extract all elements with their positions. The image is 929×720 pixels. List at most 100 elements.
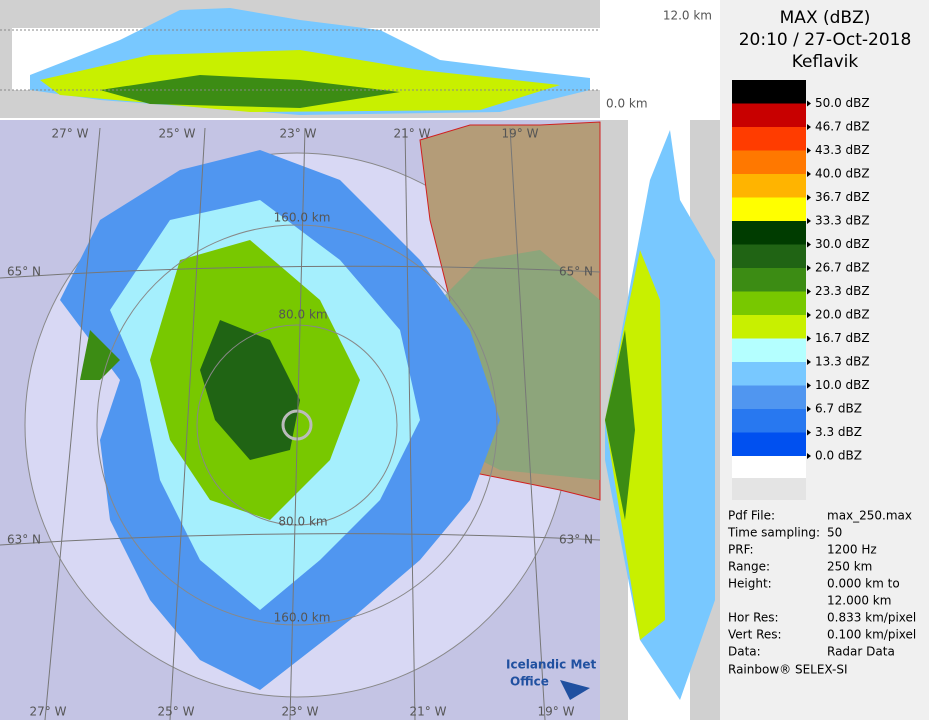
legend-box <box>732 150 806 174</box>
info-value: 0.100 km/pixel <box>827 628 916 642</box>
legend-box <box>732 315 806 339</box>
lat-label: 65° N <box>559 265 593 279</box>
info-value: max_250.max <box>827 509 912 523</box>
legend-label: 0.0 dBZ <box>815 449 862 463</box>
legend-marker <box>807 147 811 154</box>
legend-label: 46.7 dBZ <box>815 120 870 134</box>
info-label: Height: <box>728 577 772 591</box>
legend-marker <box>807 453 811 459</box>
range-label: 80.0 km <box>278 308 327 322</box>
legend-marker <box>807 429 811 436</box>
lon-label: 19° W <box>538 705 575 719</box>
height-label: 12.0 km <box>663 9 712 23</box>
legend-label: 20.0 dBZ <box>815 308 870 322</box>
legend-marker <box>807 382 811 389</box>
height-label: 0.0 km <box>606 97 648 111</box>
legend-box <box>732 432 806 456</box>
legend-marker <box>807 171 811 177</box>
info-label: Range: <box>728 560 770 574</box>
legend-label: 43.3 dBZ <box>815 143 870 157</box>
legend-box <box>732 197 806 221</box>
lon-label: 23° W <box>280 127 317 141</box>
legend-marker <box>807 218 811 224</box>
footer: Rainbow® SELEX-SI <box>728 663 848 677</box>
lon-label: 27° W <box>30 705 67 719</box>
echo <box>605 250 665 640</box>
legend-marker <box>807 359 811 365</box>
legend-box <box>732 291 806 315</box>
legend-box <box>732 268 806 292</box>
lat-label: 63° N <box>559 533 593 547</box>
lat-label: 65° N <box>7 265 41 279</box>
info-value: 0.833 km/pixel <box>827 611 916 625</box>
lon-label: 27° W <box>52 127 89 141</box>
legend-marker <box>807 194 811 201</box>
legend-label: 36.7 dBZ <box>815 190 870 204</box>
legend-box <box>732 362 806 386</box>
legend-marker <box>807 312 811 318</box>
datetime: 20:10 / 27-Oct-2018 <box>739 30 912 50</box>
lon-label: 23° W <box>282 705 319 719</box>
legend-box <box>732 338 806 362</box>
range-ring <box>96 224 498 626</box>
range-label: 160.0 km <box>274 611 331 625</box>
info-label: Data: <box>728 645 761 659</box>
lon-label: 25° W <box>158 705 195 719</box>
legend-label: 3.3 dBZ <box>815 425 862 439</box>
legend-marker <box>807 406 811 412</box>
lon-label: 19° W <box>502 127 539 141</box>
info-value: 1200 Hz <box>827 543 877 557</box>
info-label: Pdf File: <box>728 509 775 523</box>
range-label: 80.0 km <box>278 515 327 529</box>
legend-box <box>732 174 806 198</box>
range-ring <box>196 324 398 526</box>
info-value: 0.000 km to <box>827 577 900 591</box>
info-label: Hor Res: <box>728 611 779 625</box>
site: Keflavik <box>792 52 859 72</box>
legend-label: 23.3 dBZ <box>815 284 870 298</box>
logo-text: Office <box>510 675 549 689</box>
legend-box <box>732 409 806 433</box>
info-value: 12.000 km <box>827 594 891 608</box>
info-label: Vert Res: <box>728 628 782 642</box>
legend-label: 26.7 dBZ <box>815 261 870 275</box>
legend-box <box>732 478 806 500</box>
legend-label: 13.3 dBZ <box>815 355 870 369</box>
legend-marker <box>807 124 811 130</box>
range-label: 160.0 km <box>274 211 331 225</box>
legend-marker <box>807 335 811 342</box>
lon-label: 21° W <box>394 127 431 141</box>
legend-label: 10.0 dBZ <box>815 378 870 392</box>
legend-box <box>732 456 806 478</box>
legend-box <box>732 221 806 245</box>
legend-label: 6.7 dBZ <box>815 402 862 416</box>
logo-text: Icelandic Met <box>506 658 597 672</box>
lat-label: 63° N <box>7 533 41 547</box>
legend-label: 40.0 dBZ <box>815 167 870 181</box>
info-label: Time sampling: <box>727 526 820 540</box>
legend-label: 50.0 dBZ <box>815 96 870 110</box>
legend-marker <box>807 288 811 295</box>
legend-box <box>732 80 806 104</box>
echo <box>80 330 120 380</box>
legend-box <box>732 127 806 151</box>
legend-label: 33.3 dBZ <box>815 214 870 228</box>
legend-label: 16.7 dBZ <box>815 331 870 345</box>
legend-marker <box>807 100 811 107</box>
echo <box>605 330 635 520</box>
title: MAX (dBZ) <box>780 8 871 28</box>
legend-box <box>732 244 806 268</box>
lon-label: 21° W <box>410 705 447 719</box>
info-value: 50 <box>827 526 842 540</box>
legend-box <box>732 385 806 409</box>
legend-marker <box>807 265 811 271</box>
legend-marker <box>807 241 811 248</box>
echo <box>100 75 400 108</box>
logo-icon <box>560 680 590 700</box>
info-value: Radar Data <box>827 645 895 659</box>
graticule <box>0 127 601 720</box>
legend-label: 30.0 dBZ <box>815 237 870 251</box>
info-label: PRF: <box>728 543 754 557</box>
